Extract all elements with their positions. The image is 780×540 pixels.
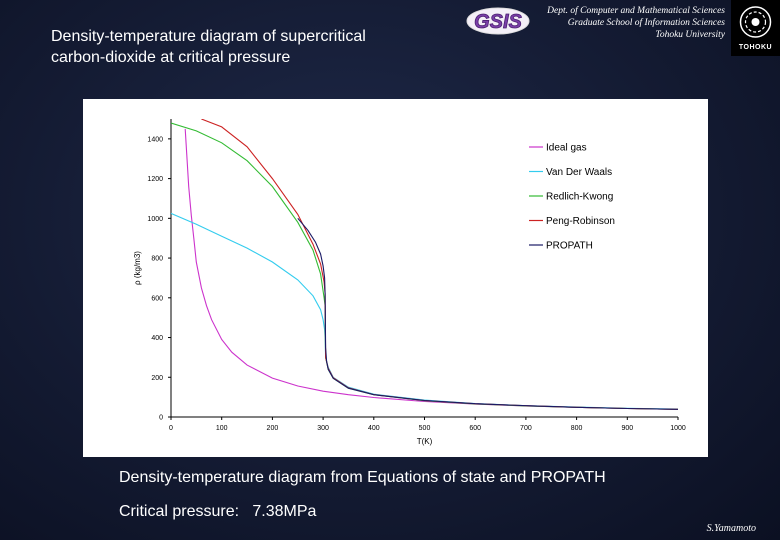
chart-axes: 0 100 200 300 400 500 600 700 800 900 1000 0 200 400 6…: [147, 119, 686, 432]
series-line-redlich-kwong: [171, 122, 678, 410]
x-tick-label: 100: [216, 425, 228, 432]
x-tick-label: 600: [469, 425, 481, 432]
chart-series: [171, 119, 678, 410]
chart-legend: Ideal gas Van Der Waals Redlich-Kwong Peng-…: [529, 143, 615, 252]
x-tick-label: 800: [571, 425, 583, 432]
x-tick-label: 0: [169, 425, 173, 432]
tohoku-seal: TOHOKU: [731, 0, 780, 56]
x-axis-label: T(K): [417, 437, 433, 446]
density-temperature-chart: 0 100 200 300 400 500 600 700 800 900 1000 0 200 400 6…: [133, 119, 686, 446]
y-tick-label: 800: [151, 256, 163, 263]
critical-pressure-label: Critical pressure:: [119, 503, 240, 520]
y-tick-label: 0: [159, 415, 163, 422]
x-tick-label: 200: [267, 425, 279, 432]
y-tick-label: 200: [151, 375, 163, 382]
seal-emblem-icon: [739, 6, 772, 38]
y-tick-label: 600: [151, 295, 163, 302]
gsis-logo: GSIS: [466, 7, 530, 35]
y-axis-label: ρ (kg/m3): [133, 251, 142, 285]
legend-label-redlich-kwong: Redlich-Kwong: [546, 192, 613, 203]
legend-label-ideal-gas: Ideal gas: [546, 143, 587, 154]
legend-label-van-der-waals: Van Der Waals: [546, 167, 612, 178]
series-line-van-der-waals: [171, 212, 678, 410]
x-tick-label: 300: [317, 425, 329, 432]
legend-label-propath: PROPATH: [546, 241, 593, 252]
y-tick-label: 400: [151, 335, 163, 342]
dept-line-1: Dept. of Computer and Mathematical Scien…: [547, 6, 725, 16]
author: S.Yamamoto: [706, 523, 756, 534]
dept-line-2: Graduate School of Information Sciences: [567, 18, 725, 28]
y-tick-label: 1200: [147, 176, 163, 183]
series-line-peng-robinson: [201, 119, 678, 410]
x-tick-label: 1000: [670, 425, 686, 432]
y-tick-label: 1400: [147, 136, 163, 143]
y-tick-label: 1000: [147, 216, 163, 223]
series-line-propath: [297, 217, 678, 410]
seal-label: TOHOKU: [738, 44, 773, 51]
critical-pressure: Critical pressure: 7.38MPa: [119, 503, 316, 521]
title-line-1: Density-temperature diagram of supercrit…: [51, 28, 366, 45]
legend-label-peng-robinson: Peng-Robinson: [546, 216, 615, 227]
slide-title: Density-temperature diagram of supercrit…: [51, 26, 366, 68]
x-tick-label: 400: [368, 425, 380, 432]
logo-text: GSIS: [474, 11, 522, 33]
dept-line-3: Tohoku University: [655, 30, 725, 40]
title-line-2: carbon-dioxide at critical pressure: [51, 49, 291, 66]
chart-caption: Density-temperature diagram from Equatio…: [119, 469, 606, 486]
x-tick-label: 700: [520, 425, 532, 432]
x-tick-label: 900: [621, 425, 633, 432]
critical-pressure-value: 7.38MPa: [252, 503, 317, 520]
x-tick-label: 500: [419, 425, 431, 432]
chart-panel: 0 100 200 300 400 500 600 700 800 900 1000 0 200 400 6…: [83, 99, 708, 457]
department-info: Dept. of Computer and Mathematical Scien…: [547, 5, 725, 41]
